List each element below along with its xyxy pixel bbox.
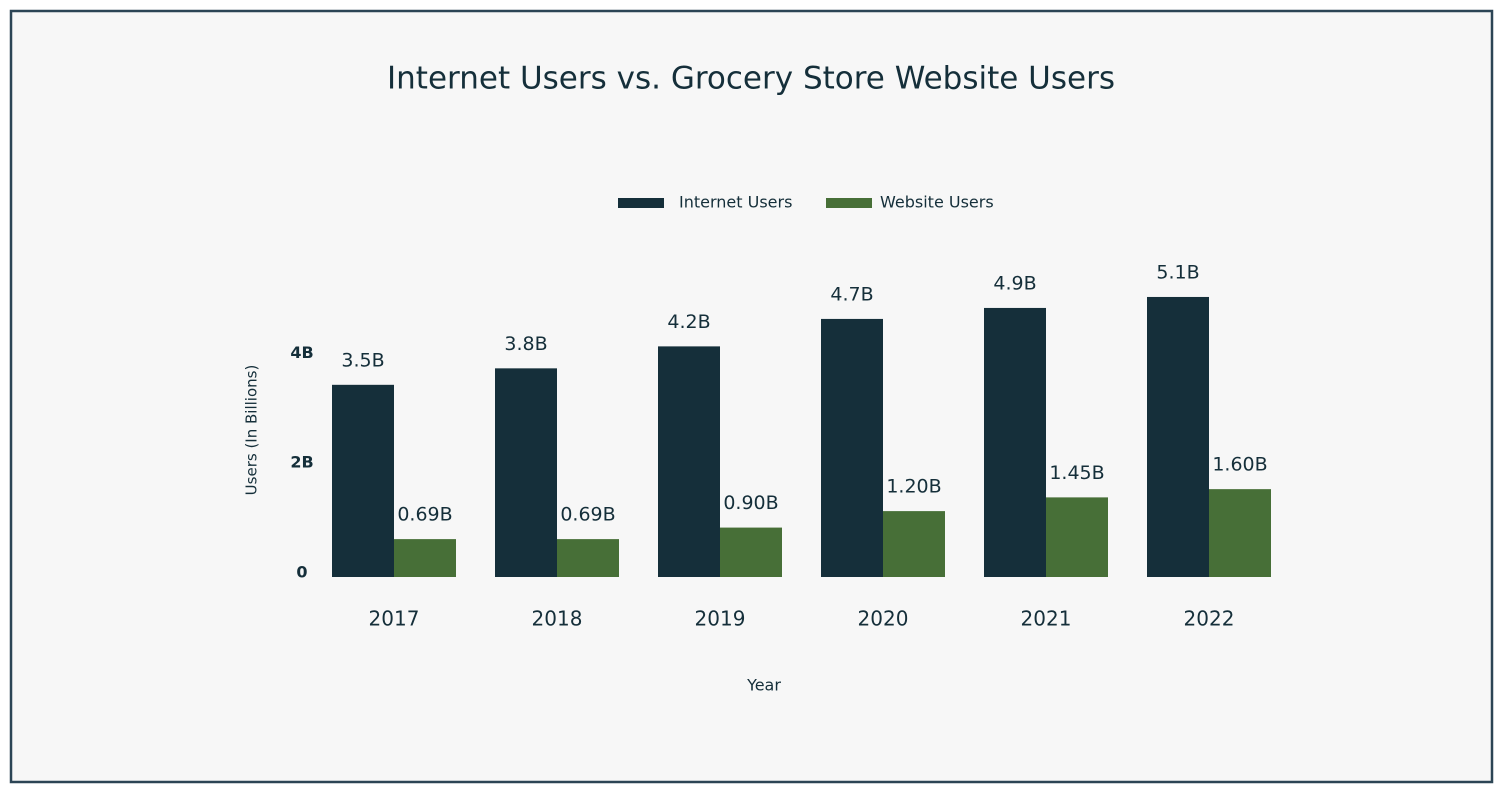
x-tick-label: 2020 xyxy=(858,607,909,631)
bar xyxy=(495,368,557,577)
legend-swatch xyxy=(826,198,872,208)
value-label: 1.60B xyxy=(1212,454,1267,476)
x-tick-label: 2018 xyxy=(532,607,583,631)
bar xyxy=(883,511,945,577)
x-tick-label: 2019 xyxy=(695,607,746,631)
bar xyxy=(1046,497,1108,577)
bar xyxy=(984,307,1046,577)
bar xyxy=(658,346,720,577)
value-label: 3.8B xyxy=(504,333,547,355)
value-label: 1.20B xyxy=(886,476,941,498)
value-label: 1.45B xyxy=(1049,462,1104,484)
y-tick-label: 2B xyxy=(290,453,313,472)
x-tick-label: 2021 xyxy=(1021,607,1072,631)
value-label: 0.69B xyxy=(397,504,452,526)
y-tick-label: 4B xyxy=(290,343,313,362)
bar xyxy=(557,539,619,577)
value-label: 4.9B xyxy=(993,272,1036,294)
bar xyxy=(1147,296,1209,577)
bar xyxy=(821,318,883,577)
legend-label: Website Users xyxy=(880,193,994,212)
y-tick-label: 0 xyxy=(296,563,307,582)
x-tick-label: 2022 xyxy=(1184,607,1235,631)
chart-title: Internet Users vs. Grocery Store Website… xyxy=(387,61,1115,97)
frame xyxy=(9,9,1494,784)
value-label: 0.69B xyxy=(560,504,615,526)
value-label: 4.7B xyxy=(830,283,873,305)
bar xyxy=(332,384,394,577)
y-axis-title: Users (In Billions) xyxy=(243,365,261,496)
x-tick-label: 2017 xyxy=(369,607,420,631)
bar xyxy=(394,539,456,577)
legend-label: Internet Users xyxy=(679,193,792,212)
bar xyxy=(1209,489,1271,577)
x-axis-title: Year xyxy=(746,676,781,695)
value-label: 5.1B xyxy=(1156,261,1199,283)
value-label: 0.90B xyxy=(723,492,778,514)
value-label: 3.5B xyxy=(341,349,384,371)
bar xyxy=(720,527,782,577)
value-label: 4.2B xyxy=(667,311,710,333)
legend-swatch xyxy=(618,198,664,208)
